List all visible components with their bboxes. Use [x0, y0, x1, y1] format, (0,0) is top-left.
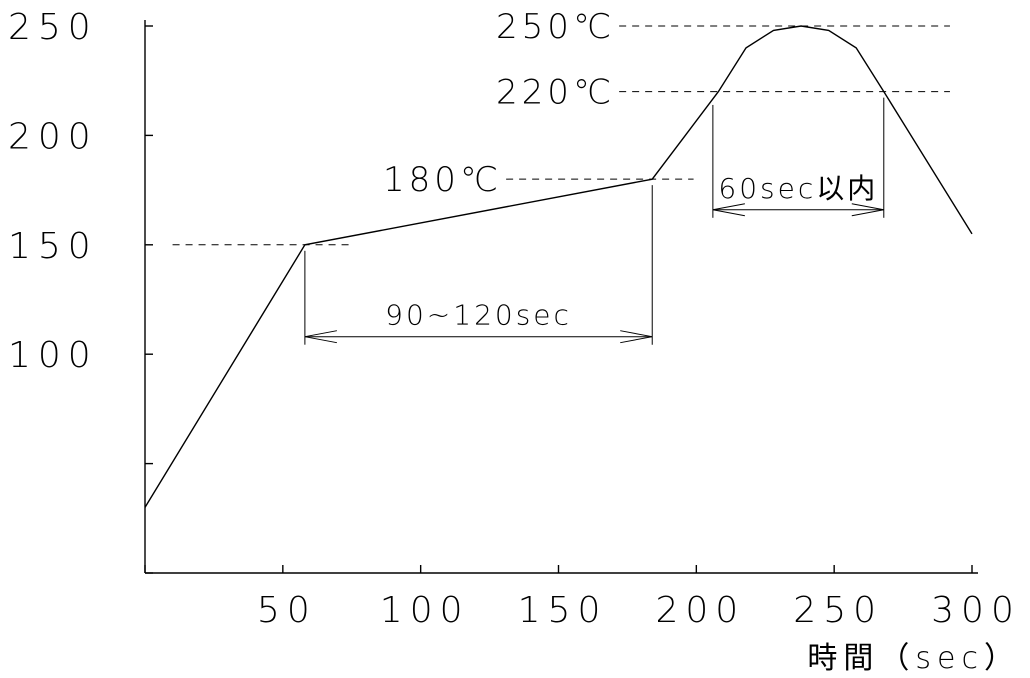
reference-label-250: 250℃ — [496, 7, 615, 47]
x-tick-label-150: 150 — [518, 590, 608, 631]
x-tick-label-250: 250 — [793, 590, 883, 631]
reference-label-220: 220℃ — [496, 73, 615, 113]
span-label: 90~120sec — [385, 299, 572, 332]
duration-span-0: 90~120sec — [304, 185, 653, 345]
y-tick-label-100: 100 — [8, 335, 98, 376]
x-axis-label: 時間（sec） — [807, 641, 1020, 676]
duration-span-1: 60sec以内 — [712, 97, 885, 218]
span-arrow-left — [304, 330, 337, 344]
y-tick-label-150: 150 — [8, 226, 98, 267]
y-tick-label-200: 200 — [8, 116, 98, 157]
x-tick-label-50: 50 — [257, 590, 317, 631]
reference-label-180: 180℃ — [383, 160, 502, 200]
x-tick-label-100: 100 — [380, 590, 470, 631]
x-tick-label-200: 200 — [655, 590, 745, 631]
temperature-curve — [144, 25, 973, 508]
y-tick-label-250: 250 — [8, 7, 98, 48]
span-arrow-right — [620, 330, 653, 344]
span-arrow-left — [712, 203, 745, 217]
span-arrow-right — [851, 203, 884, 217]
span-label: 60sec以内 — [718, 172, 878, 205]
x-tick-label-300: 300 — [931, 590, 1021, 631]
